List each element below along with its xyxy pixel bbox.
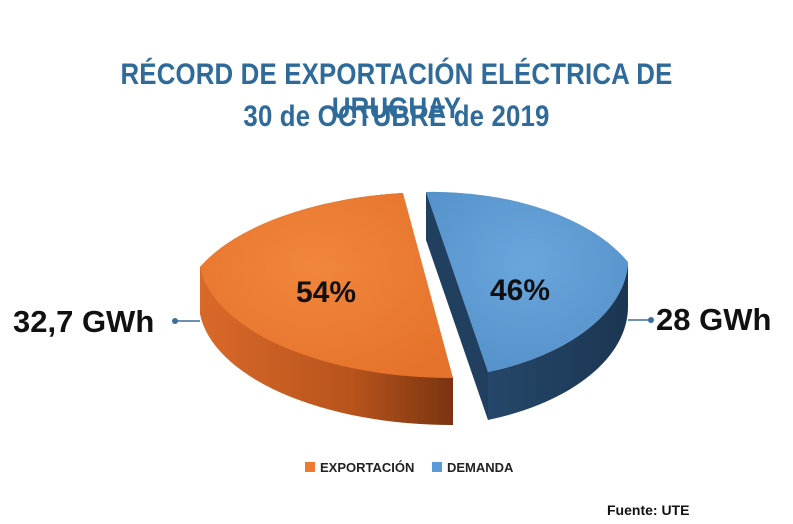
legend-label-demanda: DEMANDA bbox=[447, 460, 514, 475]
slice-demanda-side bbox=[426, 192, 629, 420]
source-note: Fuente: UTE bbox=[607, 502, 690, 518]
slice-exportacion-value-label: 32,7 GWh bbox=[13, 304, 154, 339]
demanda-leader-dot bbox=[648, 317, 654, 323]
slice-demanda-top bbox=[426, 191, 628, 372]
slice-demanda-value-label: 28 GWh bbox=[656, 302, 771, 337]
legend: EXPORTACIÓN DEMANDA bbox=[305, 460, 514, 475]
chart-title: RÉCORD DE EXPORTACIÓN ELÉCTRICA DE URUGU… bbox=[120, 58, 673, 125]
slice-demanda-inner-wall bbox=[426, 192, 488, 420]
slice-exportacion bbox=[200, 193, 453, 426]
slice-demanda-percent: 46% bbox=[490, 274, 550, 307]
slice-exportacion-top bbox=[200, 193, 453, 379]
legend-swatch-exportacion bbox=[305, 462, 315, 472]
exportacion-leader-dot bbox=[172, 318, 178, 324]
legend-label-exportacion: EXPORTACIÓN bbox=[320, 460, 414, 475]
slice-exportacion-percent: 54% bbox=[296, 276, 356, 309]
chart-subtitle: 30 de OCTUBRE de 2019 bbox=[243, 100, 550, 133]
legend-swatch-demanda bbox=[432, 462, 442, 472]
slice-demanda bbox=[426, 191, 629, 420]
